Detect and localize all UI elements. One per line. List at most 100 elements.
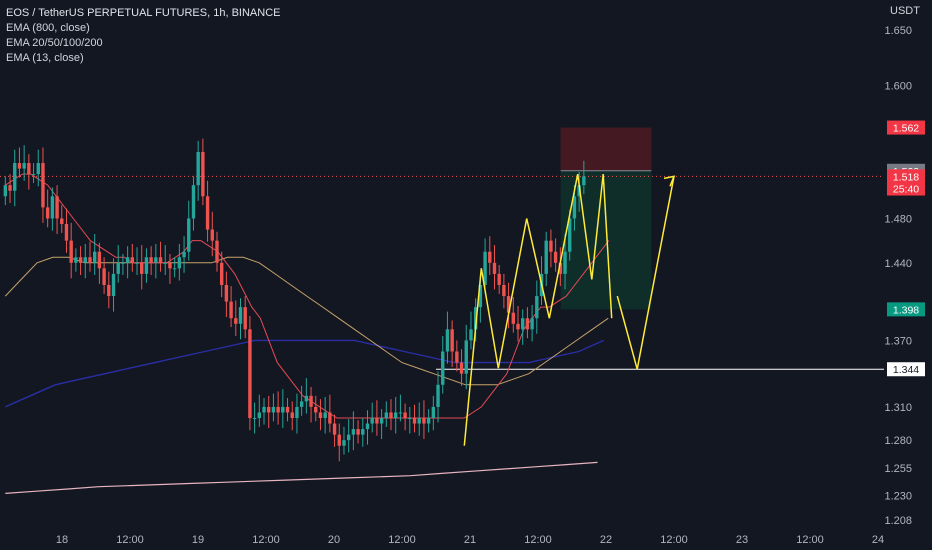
x-tick-label: 18 <box>56 534 68 546</box>
candle-body <box>525 318 530 330</box>
candle-body <box>403 412 407 419</box>
y-tick-label: 1.230 <box>884 491 912 503</box>
price-badge-support-label: 1.344 <box>893 364 919 376</box>
candle-body <box>299 401 304 407</box>
candle-body <box>97 251 102 269</box>
candle-body <box>262 406 266 413</box>
candle-body <box>422 418 426 424</box>
y-tick-label: 1.440 <box>884 258 912 270</box>
candle-body <box>483 251 487 285</box>
candle-body <box>248 329 252 419</box>
candle-body <box>13 163 17 191</box>
candle-body <box>252 418 257 420</box>
candle-body <box>290 412 294 419</box>
candle-body <box>445 329 450 352</box>
candle-body <box>309 395 313 407</box>
price-badge-countdown-label: 25:40 <box>893 184 919 196</box>
candle-body <box>64 224 69 241</box>
candle-body <box>535 296 539 319</box>
candle-body <box>172 268 177 270</box>
candle-body <box>234 318 238 324</box>
candle-body <box>459 362 464 374</box>
candle-body <box>497 273 501 285</box>
x-tick-label: 20 <box>328 534 340 546</box>
stop-loss-zone <box>560 127 652 171</box>
candle-body <box>224 284 229 302</box>
candle-body <box>464 340 468 374</box>
x-tick-label: 24 <box>872 534 884 546</box>
candle-body <box>455 351 459 363</box>
candle-body <box>45 207 50 219</box>
candle-body <box>149 257 153 263</box>
candle-body <box>502 284 506 297</box>
candle-body <box>187 218 191 252</box>
candle-body <box>140 262 144 274</box>
candle-body <box>426 418 431 424</box>
price-badge-stop-label: 1.562 <box>893 123 919 135</box>
candle-body <box>412 418 417 424</box>
price-badge-support <box>887 362 925 377</box>
candle-body <box>568 218 572 252</box>
candle-body <box>60 218 64 225</box>
candle-body <box>356 429 360 435</box>
axis-currency-label: USDT <box>890 5 920 17</box>
legend-ema-13: EMA (13, close) <box>6 52 84 64</box>
candle-body <box>102 268 106 285</box>
candle-body <box>370 418 374 424</box>
candle-body <box>238 307 243 324</box>
candle-body <box>55 196 59 219</box>
candle-body <box>436 384 440 407</box>
take-profit-zone <box>560 170 652 310</box>
candle-body <box>83 257 87 263</box>
candle-body <box>41 163 45 208</box>
price-badge-stop <box>887 120 925 135</box>
candle-body <box>210 229 214 241</box>
candle-body <box>163 262 167 264</box>
candle-body <box>135 262 139 264</box>
candle-body <box>342 440 346 446</box>
candle-body <box>558 262 563 274</box>
candle-body <box>544 240 548 274</box>
candle-body <box>78 257 83 263</box>
candle-body <box>27 163 31 175</box>
candle-body <box>361 429 365 435</box>
y-tick-label: 1.650 <box>884 25 912 37</box>
x-tick-label: 12:00 <box>524 534 552 546</box>
pattern-zigzag <box>463 173 613 446</box>
price-badge-last <box>887 169 925 184</box>
chart-legend: EOS / TetherUS PERPETUAL FUTURES, 1h, BI… <box>6 6 280 66</box>
candle-body <box>563 251 567 274</box>
candle-body <box>107 284 111 297</box>
candle-body <box>469 329 473 341</box>
candle-body <box>74 257 78 263</box>
candle-body <box>125 257 130 263</box>
candle-body <box>215 240 219 263</box>
candle-body <box>389 412 393 419</box>
candle-body <box>36 163 40 175</box>
candle-body <box>332 423 337 435</box>
y-tick-label: 1.600 <box>884 80 912 92</box>
candle-body <box>314 406 318 413</box>
candle-body <box>521 318 525 330</box>
candle-body <box>549 240 553 252</box>
candle-body <box>22 163 26 169</box>
candle-body <box>511 312 515 324</box>
candle-body <box>346 434 351 441</box>
candle-body <box>304 395 309 402</box>
candle-body <box>431 406 436 419</box>
candle-body <box>271 406 276 413</box>
candle-body <box>506 296 511 313</box>
candle-body <box>257 412 262 419</box>
x-tick-label: 12:00 <box>388 534 416 546</box>
candle-body <box>516 323 520 330</box>
candle-body <box>478 284 483 308</box>
candle-body <box>441 351 445 385</box>
candle-body <box>492 262 497 274</box>
price-badge-last-label: 1.518 <box>893 171 919 183</box>
x-tick-label: 12:00 <box>116 534 144 546</box>
candle-body <box>267 406 271 413</box>
x-tick-label: 19 <box>192 534 204 546</box>
candle-body <box>318 412 323 419</box>
